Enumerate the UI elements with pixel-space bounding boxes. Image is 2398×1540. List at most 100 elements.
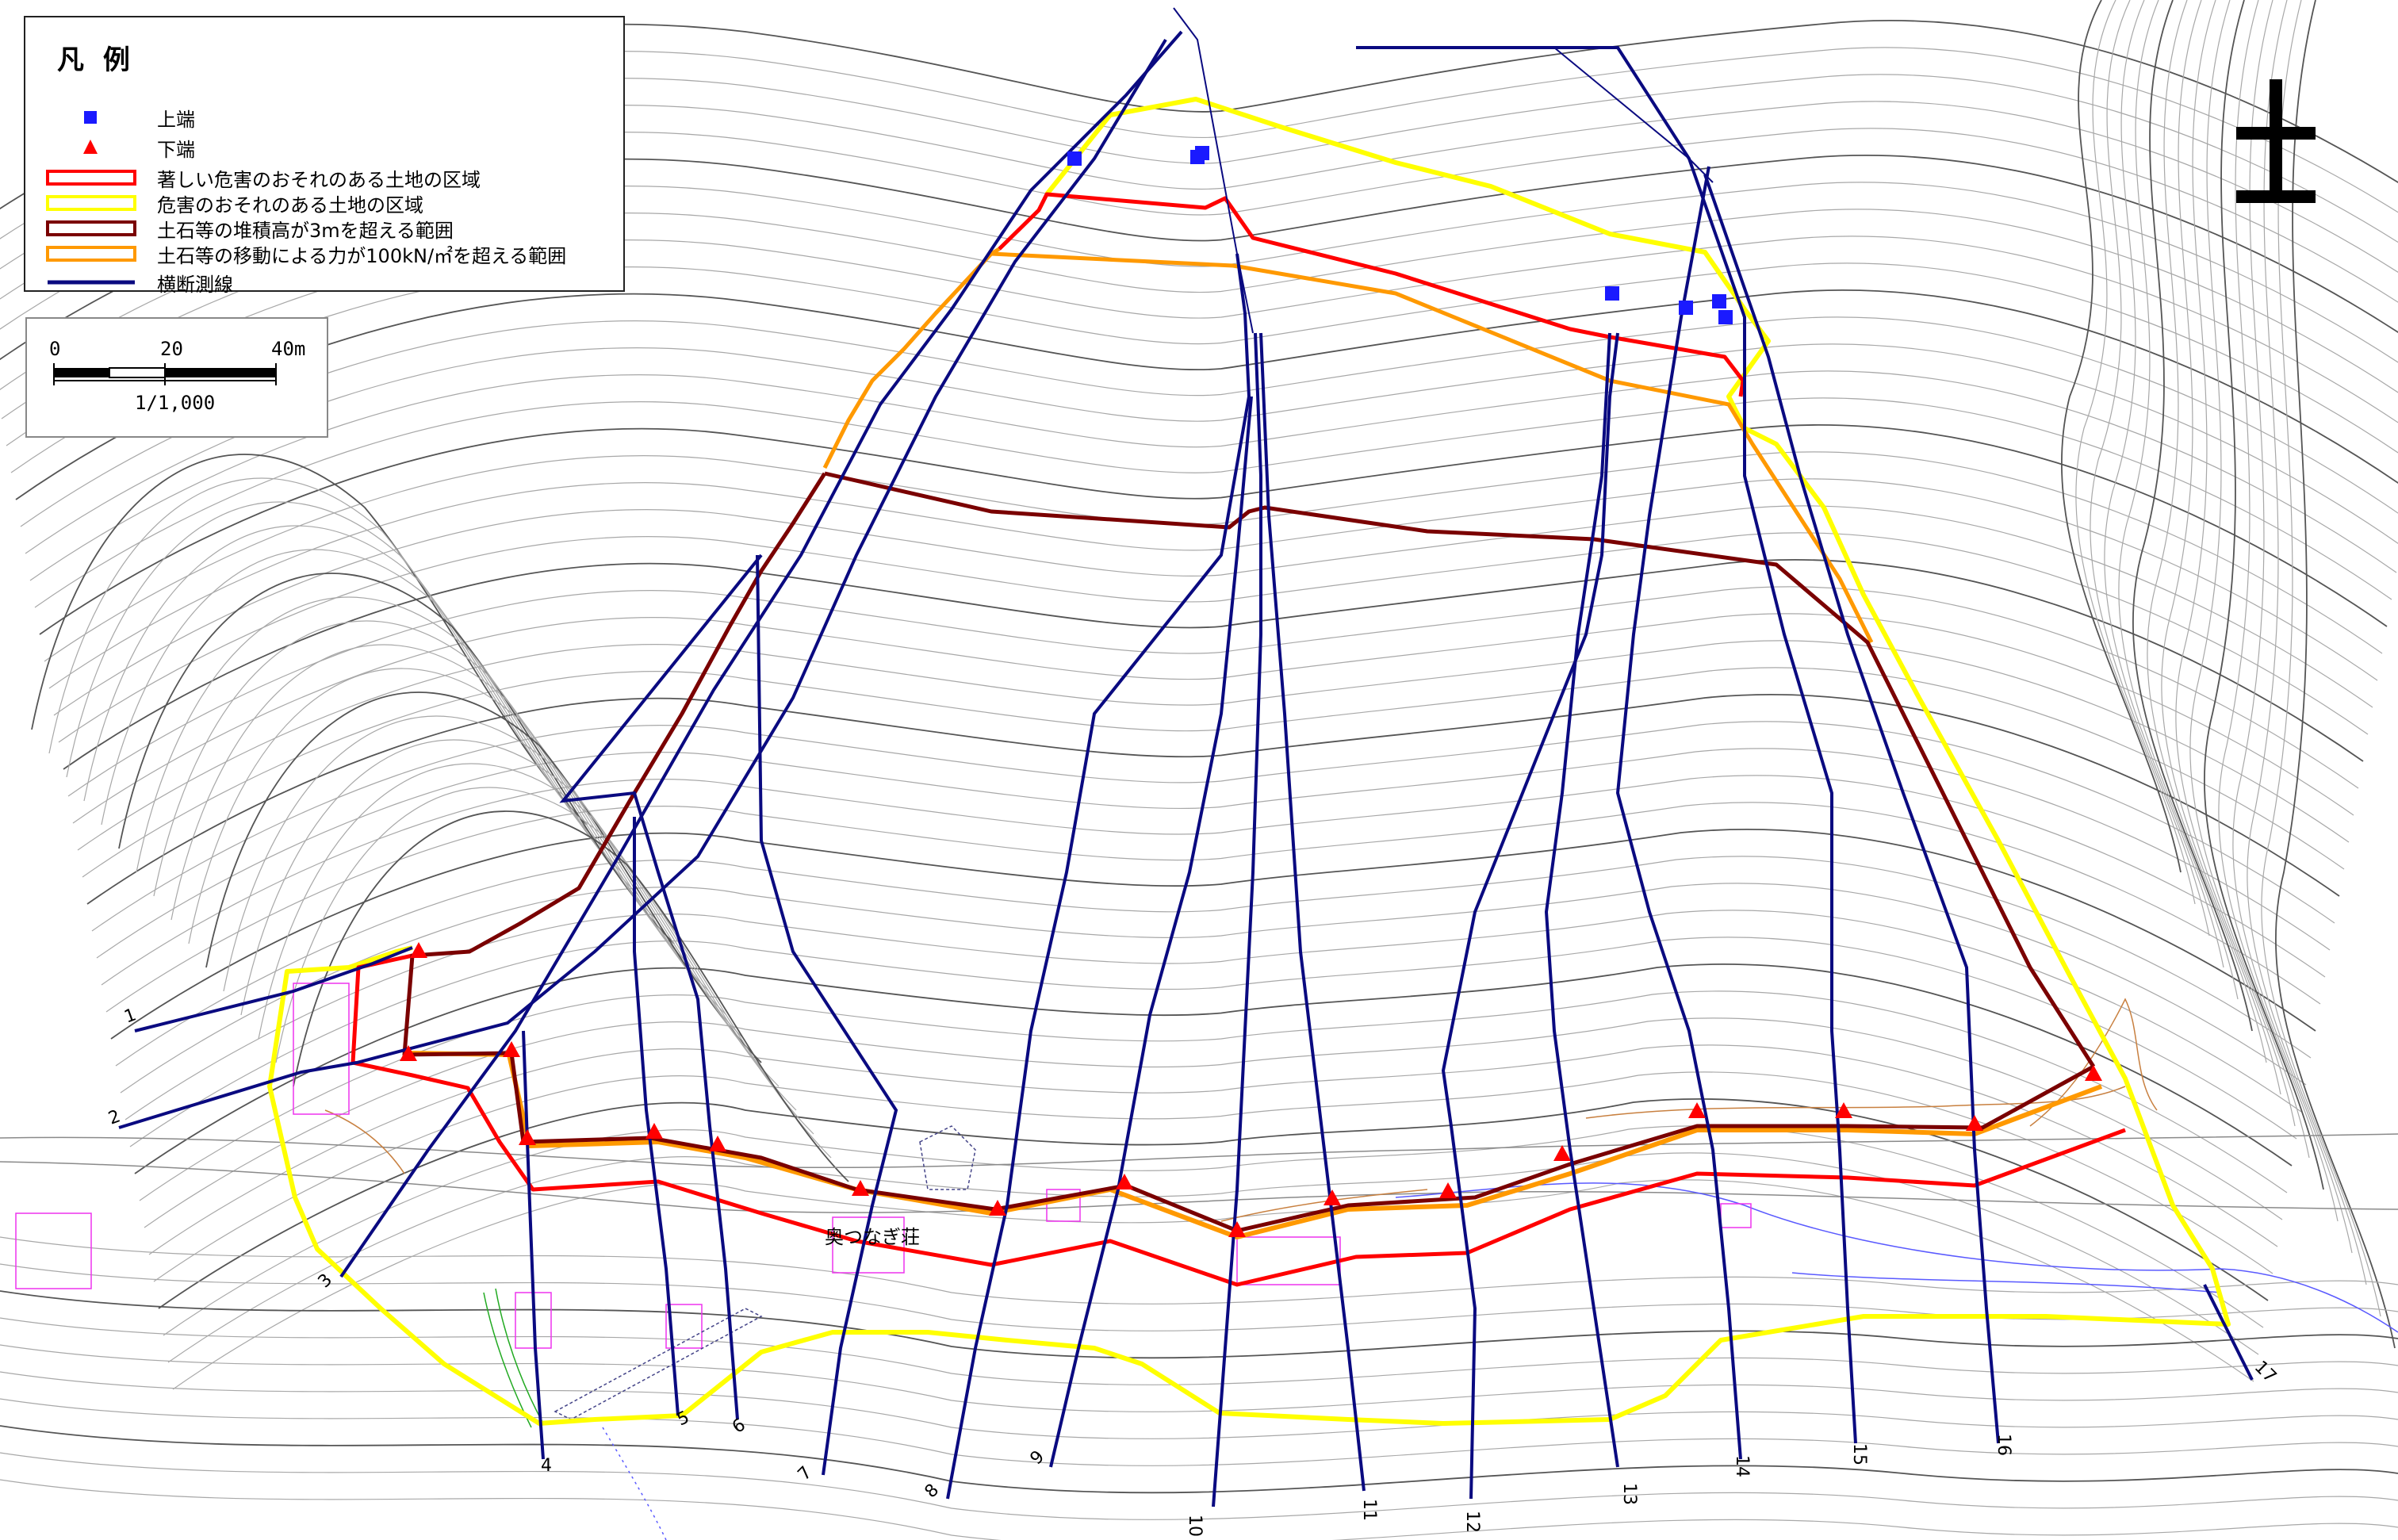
endpoint-markers: [400, 146, 2102, 1237]
building: [665, 1304, 703, 1349]
contour-line: [172, 1179, 2254, 1390]
bottom-end-marker: [1228, 1221, 1246, 1237]
contour-line: [2132, 0, 2253, 1032]
contour-line: [124, 910, 2302, 1121]
contour-line: [163, 1125, 2264, 1336]
building: [1236, 1236, 1341, 1285]
contour-line: [2161, 0, 2281, 1095]
red-triangle-icon: [44, 135, 138, 160]
green-retaining-wall: [495, 1288, 544, 1424]
contour-line: [240, 739, 797, 1111]
bottom-end-marker: [1439, 1182, 1457, 1198]
contour-line: [134, 963, 2293, 1174]
legend-label: 上端: [157, 108, 195, 131]
survey-line: [339, 30, 1183, 1278]
scale-ratio-label: 1/1,000: [135, 392, 216, 414]
survey-line: [1356, 46, 1857, 1444]
legend-item: 著しい危害のおそれのある土地の区域: [44, 165, 481, 191]
contour-line: [2061, 0, 2182, 873]
survey-line-number: 8: [921, 1481, 944, 1503]
stream: [1791, 1272, 2221, 1293]
contour-line: [0, 1344, 2398, 1412]
legend-title: 凡 例: [57, 44, 135, 76]
contour-line: [0, 1290, 2398, 1359]
survey-line-number: 16: [1994, 1434, 2013, 1456]
contour-line: [29, 370, 2397, 581]
survey-line-number: 7: [795, 1463, 817, 1485]
bottom-end-marker: [852, 1180, 869, 1196]
dashed-boundary: [554, 1308, 763, 1420]
red-hazard-zone: [351, 953, 2126, 1287]
contour-line: [2218, 0, 2339, 1222]
survey-line-number: 15: [1849, 1443, 1869, 1465]
scale-bar-panel: 0 20 40m 1/1,000: [25, 317, 328, 438]
contour-line: [0, 1236, 2398, 1304]
yellow-hazard-zone: [267, 97, 2231, 1426]
deposit-zone: [402, 472, 2095, 1233]
contour-line: [129, 937, 2297, 1147]
legend-item: 上端: [44, 105, 195, 131]
contour-line: [0, 1317, 2398, 1385]
survey-line: [1544, 332, 1619, 1468]
legend-label: 著しい危害のおそれのある土地の区域: [157, 168, 481, 191]
contour-line: [158, 1098, 2269, 1309]
survey-line-number: 13: [1619, 1483, 1639, 1505]
legend-item: 下端: [44, 135, 195, 161]
legend-label: 土石等の移動による力が100kN/㎡を超える範囲: [157, 244, 567, 267]
deposit-zone: [824, 471, 2096, 1068]
survey-line: [134, 946, 413, 1032]
stream: [1395, 1182, 2398, 1333]
contour-line: [110, 829, 2316, 1040]
contour-line: [48, 478, 2378, 689]
contour-line: [39, 424, 2388, 635]
north-arrow-icon: [2236, 79, 2316, 203]
bottom-end-marker: [1553, 1145, 1571, 1161]
contour-line: [0, 1263, 2398, 1331]
contour-line: [293, 810, 849, 1182]
bottom-end-marker: [503, 1041, 520, 1057]
contour-line: [2075, 0, 2196, 905]
survey-line: [1212, 332, 1262, 1507]
survey-line-number: 17: [2251, 1358, 2280, 1387]
contour-line: [2261, 0, 2381, 1317]
legend-label: 危害のおそれのある土地の区域: [157, 193, 423, 216]
contour-line: [120, 883, 2307, 1094]
zone-swatch-icon: [44, 165, 138, 190]
bottom-end-marker: [1835, 1102, 1852, 1118]
building: [1046, 1189, 1081, 1222]
contour-line: [153, 1071, 2274, 1282]
contour-line: [44, 451, 2383, 662]
roads-and-buildings: [0, 983, 2398, 1540]
top-end-marker: [1195, 146, 1209, 160]
survey-line-number: 10: [1185, 1515, 1205, 1537]
contour-line: [153, 620, 710, 992]
scale-tick-label: 0: [49, 338, 61, 360]
survey-line: [1441, 332, 1619, 1500]
contour-line: [0, 1398, 2398, 1466]
survey-line: [946, 253, 1251, 1500]
survey-lines: [118, 7, 2254, 1507]
bottom-end-marker: [709, 1136, 726, 1151]
force-zone: [822, 247, 1001, 469]
red-hazard-zone: [998, 192, 1745, 397]
survey-line: [1615, 166, 1742, 1460]
building: [15, 1212, 92, 1289]
contour-line: [136, 596, 692, 968]
legend-item: 危害のおそれのある土地の区域: [44, 190, 423, 216]
contour-line: [2175, 0, 2296, 1127]
contour-line: [170, 644, 727, 1016]
contour-line: [82, 667, 2345, 878]
road-edge: [0, 1161, 2398, 1213]
survey-line-number: 9: [1027, 1447, 1049, 1469]
contour-line: [258, 763, 814, 1135]
top-end-marker: [1718, 310, 1733, 324]
survey-line-number: 12: [1462, 1511, 1482, 1533]
contour-line: [86, 694, 2340, 905]
force-zone: [408, 1051, 2103, 1239]
contour-line: [115, 856, 2312, 1067]
contour-line: [275, 787, 832, 1159]
survey-line-swatch-icon: [44, 270, 138, 295]
contour-line: [144, 1017, 2283, 1228]
survey-line: [1173, 7, 1254, 334]
contour-line: [2118, 0, 2239, 1000]
